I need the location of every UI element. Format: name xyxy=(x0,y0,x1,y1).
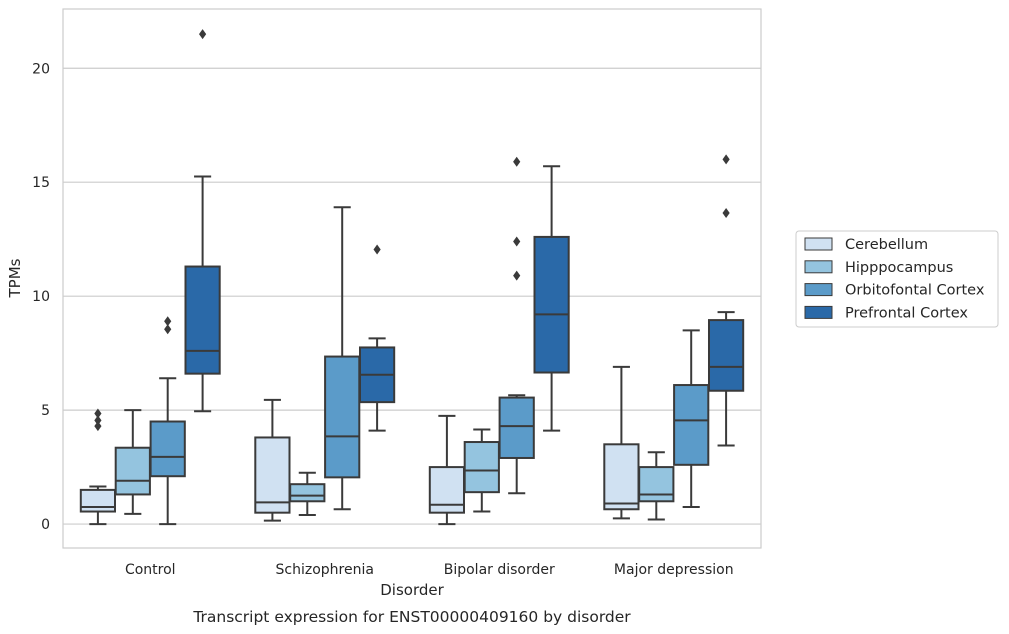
legend-swatch xyxy=(804,237,833,251)
y-gridlines xyxy=(63,67,761,525)
box xyxy=(673,329,710,508)
flier-point xyxy=(94,408,102,419)
y-tick-label: 10 xyxy=(32,289,50,305)
flier-point xyxy=(722,207,730,218)
legend-label: Orbitofontal Cortex xyxy=(845,283,985,299)
legend-swatch xyxy=(804,260,833,274)
flier-point xyxy=(373,244,381,255)
box-groups xyxy=(79,29,745,526)
box xyxy=(463,428,500,513)
box-body xyxy=(638,466,675,503)
box xyxy=(358,244,396,432)
legend-swatch xyxy=(804,283,833,297)
x-tick-label: Bipolar disorder xyxy=(444,562,555,578)
legend-frame xyxy=(795,230,999,328)
box xyxy=(114,409,151,515)
box xyxy=(79,408,117,526)
x-axis-label: Disorder xyxy=(380,581,444,599)
y-tick-label: 20 xyxy=(32,61,50,77)
plot-frame xyxy=(62,8,762,549)
flier-point xyxy=(164,316,172,327)
x-tick-label: Schizophrenia xyxy=(276,562,374,578)
y-tick-label: 5 xyxy=(41,403,50,419)
box xyxy=(533,165,570,432)
flier-point xyxy=(722,154,730,165)
flier-point xyxy=(94,415,102,426)
flier-point xyxy=(513,236,521,247)
x-tick-label: Control xyxy=(125,562,176,578)
box-body xyxy=(498,396,535,459)
x-tick-labels: Control Schizophrenia Bipolar disorder Majo… xyxy=(125,562,734,578)
flier-point xyxy=(164,324,172,335)
box xyxy=(149,316,186,526)
y-tick-label: 15 xyxy=(32,175,50,191)
box-body xyxy=(254,436,291,514)
box-body xyxy=(428,466,466,514)
box xyxy=(254,398,291,522)
box-body xyxy=(673,384,710,466)
legend-label: Hipppocampus xyxy=(845,260,953,276)
legend-label: Prefrontal Cortex xyxy=(845,305,968,321)
box-body xyxy=(603,443,640,511)
flier-point xyxy=(199,29,207,40)
box xyxy=(289,471,326,516)
y-tick-label: 0 xyxy=(41,517,50,533)
y-axis-label: TPMs xyxy=(6,258,24,298)
box xyxy=(638,451,675,521)
box xyxy=(707,154,745,447)
box-body xyxy=(289,483,326,503)
box-body xyxy=(79,488,117,513)
legend-swatch xyxy=(804,305,833,319)
box xyxy=(498,156,535,495)
legend: Cerebellum Hipppocampus Orbitofontal Corte… xyxy=(795,230,999,328)
flier-point xyxy=(513,270,521,281)
box-body xyxy=(533,235,570,374)
x-tick-label: Major depression xyxy=(614,562,734,578)
box-body xyxy=(463,441,500,494)
box-body xyxy=(149,420,186,478)
box-body xyxy=(324,355,361,479)
chart-caption: Transcript expression for ENST0000040916… xyxy=(192,608,631,626)
flier-point xyxy=(513,156,521,167)
legend-label: Cerebellum xyxy=(845,237,928,253)
flier-point xyxy=(94,421,102,432)
box-body xyxy=(184,265,221,375)
box xyxy=(324,206,361,511)
box-body xyxy=(114,446,151,496)
box xyxy=(603,365,640,520)
box-body xyxy=(707,319,745,392)
y-tick-labels: 0 5 10 15 20 xyxy=(32,61,50,533)
box xyxy=(184,29,221,413)
